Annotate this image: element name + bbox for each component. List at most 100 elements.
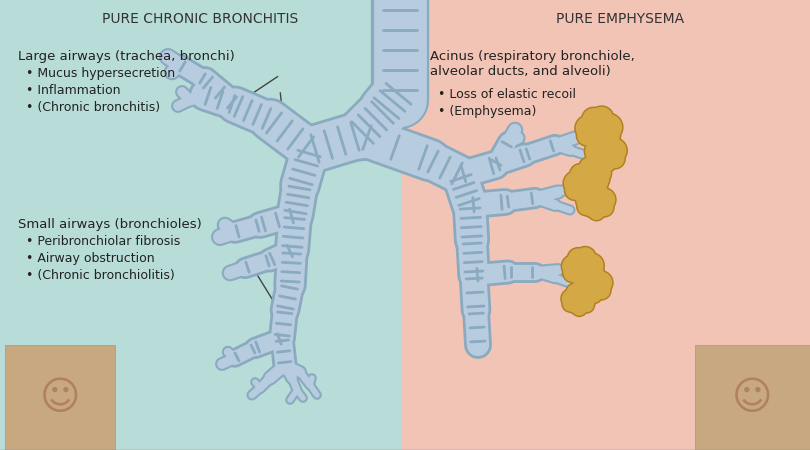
Text: • Peribronchiolar fibrosis: • Peribronchiolar fibrosis: [18, 235, 181, 248]
Circle shape: [577, 270, 607, 300]
Circle shape: [579, 297, 593, 312]
Circle shape: [592, 134, 610, 153]
Circle shape: [563, 171, 588, 196]
Circle shape: [577, 197, 595, 216]
Circle shape: [586, 177, 600, 191]
Circle shape: [579, 157, 598, 176]
Circle shape: [573, 272, 595, 295]
Text: Acinus (respiratory bronchiole,
alveolar ducts, and alveoli): Acinus (respiratory bronchiole, alveolar…: [430, 50, 635, 78]
Circle shape: [586, 148, 605, 167]
Circle shape: [578, 111, 617, 149]
Text: • Inflammation: • Inflammation: [18, 84, 121, 97]
Circle shape: [582, 184, 600, 202]
Circle shape: [587, 182, 608, 203]
Bar: [5, 345, 115, 450]
Circle shape: [573, 163, 595, 184]
Circle shape: [593, 282, 610, 298]
Circle shape: [584, 140, 608, 163]
Circle shape: [575, 189, 598, 212]
Circle shape: [598, 125, 620, 148]
Circle shape: [582, 107, 605, 131]
Circle shape: [562, 290, 579, 307]
Circle shape: [590, 131, 610, 152]
Text: PURE EMPHYSEMA: PURE EMPHYSEMA: [556, 12, 684, 26]
Circle shape: [581, 254, 603, 277]
Circle shape: [577, 172, 590, 186]
Circle shape: [561, 289, 581, 309]
Circle shape: [586, 141, 607, 162]
Text: • Airway obstruction: • Airway obstruction: [18, 252, 155, 265]
Circle shape: [586, 287, 601, 302]
Circle shape: [596, 115, 621, 140]
Circle shape: [571, 282, 590, 301]
Circle shape: [599, 133, 618, 152]
Circle shape: [565, 172, 586, 194]
Text: • (Chronic bronchiolitis): • (Chronic bronchiolitis): [18, 269, 175, 282]
Circle shape: [589, 162, 612, 184]
Circle shape: [581, 183, 602, 203]
Circle shape: [575, 282, 590, 297]
Text: ☺: ☺: [731, 379, 772, 417]
Circle shape: [573, 302, 586, 315]
Circle shape: [574, 274, 594, 293]
Circle shape: [585, 180, 607, 202]
Circle shape: [565, 180, 585, 200]
Circle shape: [578, 188, 595, 205]
Circle shape: [565, 251, 599, 285]
Circle shape: [586, 266, 604, 284]
Circle shape: [565, 287, 591, 313]
Circle shape: [602, 138, 627, 163]
Circle shape: [575, 165, 594, 183]
Circle shape: [571, 165, 590, 184]
Circle shape: [597, 154, 616, 173]
Circle shape: [586, 158, 603, 174]
Circle shape: [589, 137, 621, 169]
Circle shape: [569, 163, 592, 186]
Circle shape: [577, 289, 595, 307]
Circle shape: [590, 163, 610, 183]
Circle shape: [561, 255, 585, 278]
Text: Large airways (trachea, bronchi): Large airways (trachea, bronchi): [18, 50, 235, 63]
Circle shape: [577, 159, 608, 190]
Circle shape: [575, 269, 608, 302]
Circle shape: [592, 188, 616, 212]
Circle shape: [590, 133, 612, 154]
Circle shape: [578, 126, 596, 145]
Circle shape: [577, 125, 598, 146]
Circle shape: [580, 112, 616, 148]
Circle shape: [595, 113, 623, 141]
Circle shape: [566, 252, 598, 284]
Circle shape: [590, 133, 609, 151]
Circle shape: [577, 117, 599, 140]
Circle shape: [591, 280, 611, 300]
Circle shape: [586, 182, 605, 200]
Circle shape: [578, 199, 594, 214]
Circle shape: [579, 267, 597, 285]
Circle shape: [606, 150, 624, 167]
Circle shape: [585, 156, 605, 176]
Circle shape: [575, 288, 596, 309]
Circle shape: [563, 263, 582, 283]
Text: • Mucus hypersecretion: • Mucus hypersecretion: [18, 67, 175, 80]
Text: • (Chronic bronchitis): • (Chronic bronchitis): [18, 101, 160, 114]
Circle shape: [575, 171, 592, 188]
Circle shape: [593, 172, 608, 188]
Circle shape: [578, 161, 606, 189]
Circle shape: [590, 272, 612, 293]
Bar: [401, 0, 810, 450]
Circle shape: [566, 166, 603, 203]
Circle shape: [604, 148, 625, 169]
Text: • (Emphysema): • (Emphysema): [430, 105, 536, 118]
Circle shape: [583, 171, 608, 194]
Circle shape: [597, 131, 620, 154]
Circle shape: [587, 203, 606, 221]
Circle shape: [596, 199, 612, 216]
Circle shape: [590, 108, 612, 129]
Circle shape: [589, 183, 607, 201]
Circle shape: [582, 263, 602, 284]
Circle shape: [589, 271, 613, 295]
Circle shape: [580, 187, 610, 217]
Circle shape: [567, 248, 589, 269]
Circle shape: [590, 106, 614, 130]
Circle shape: [579, 253, 604, 278]
